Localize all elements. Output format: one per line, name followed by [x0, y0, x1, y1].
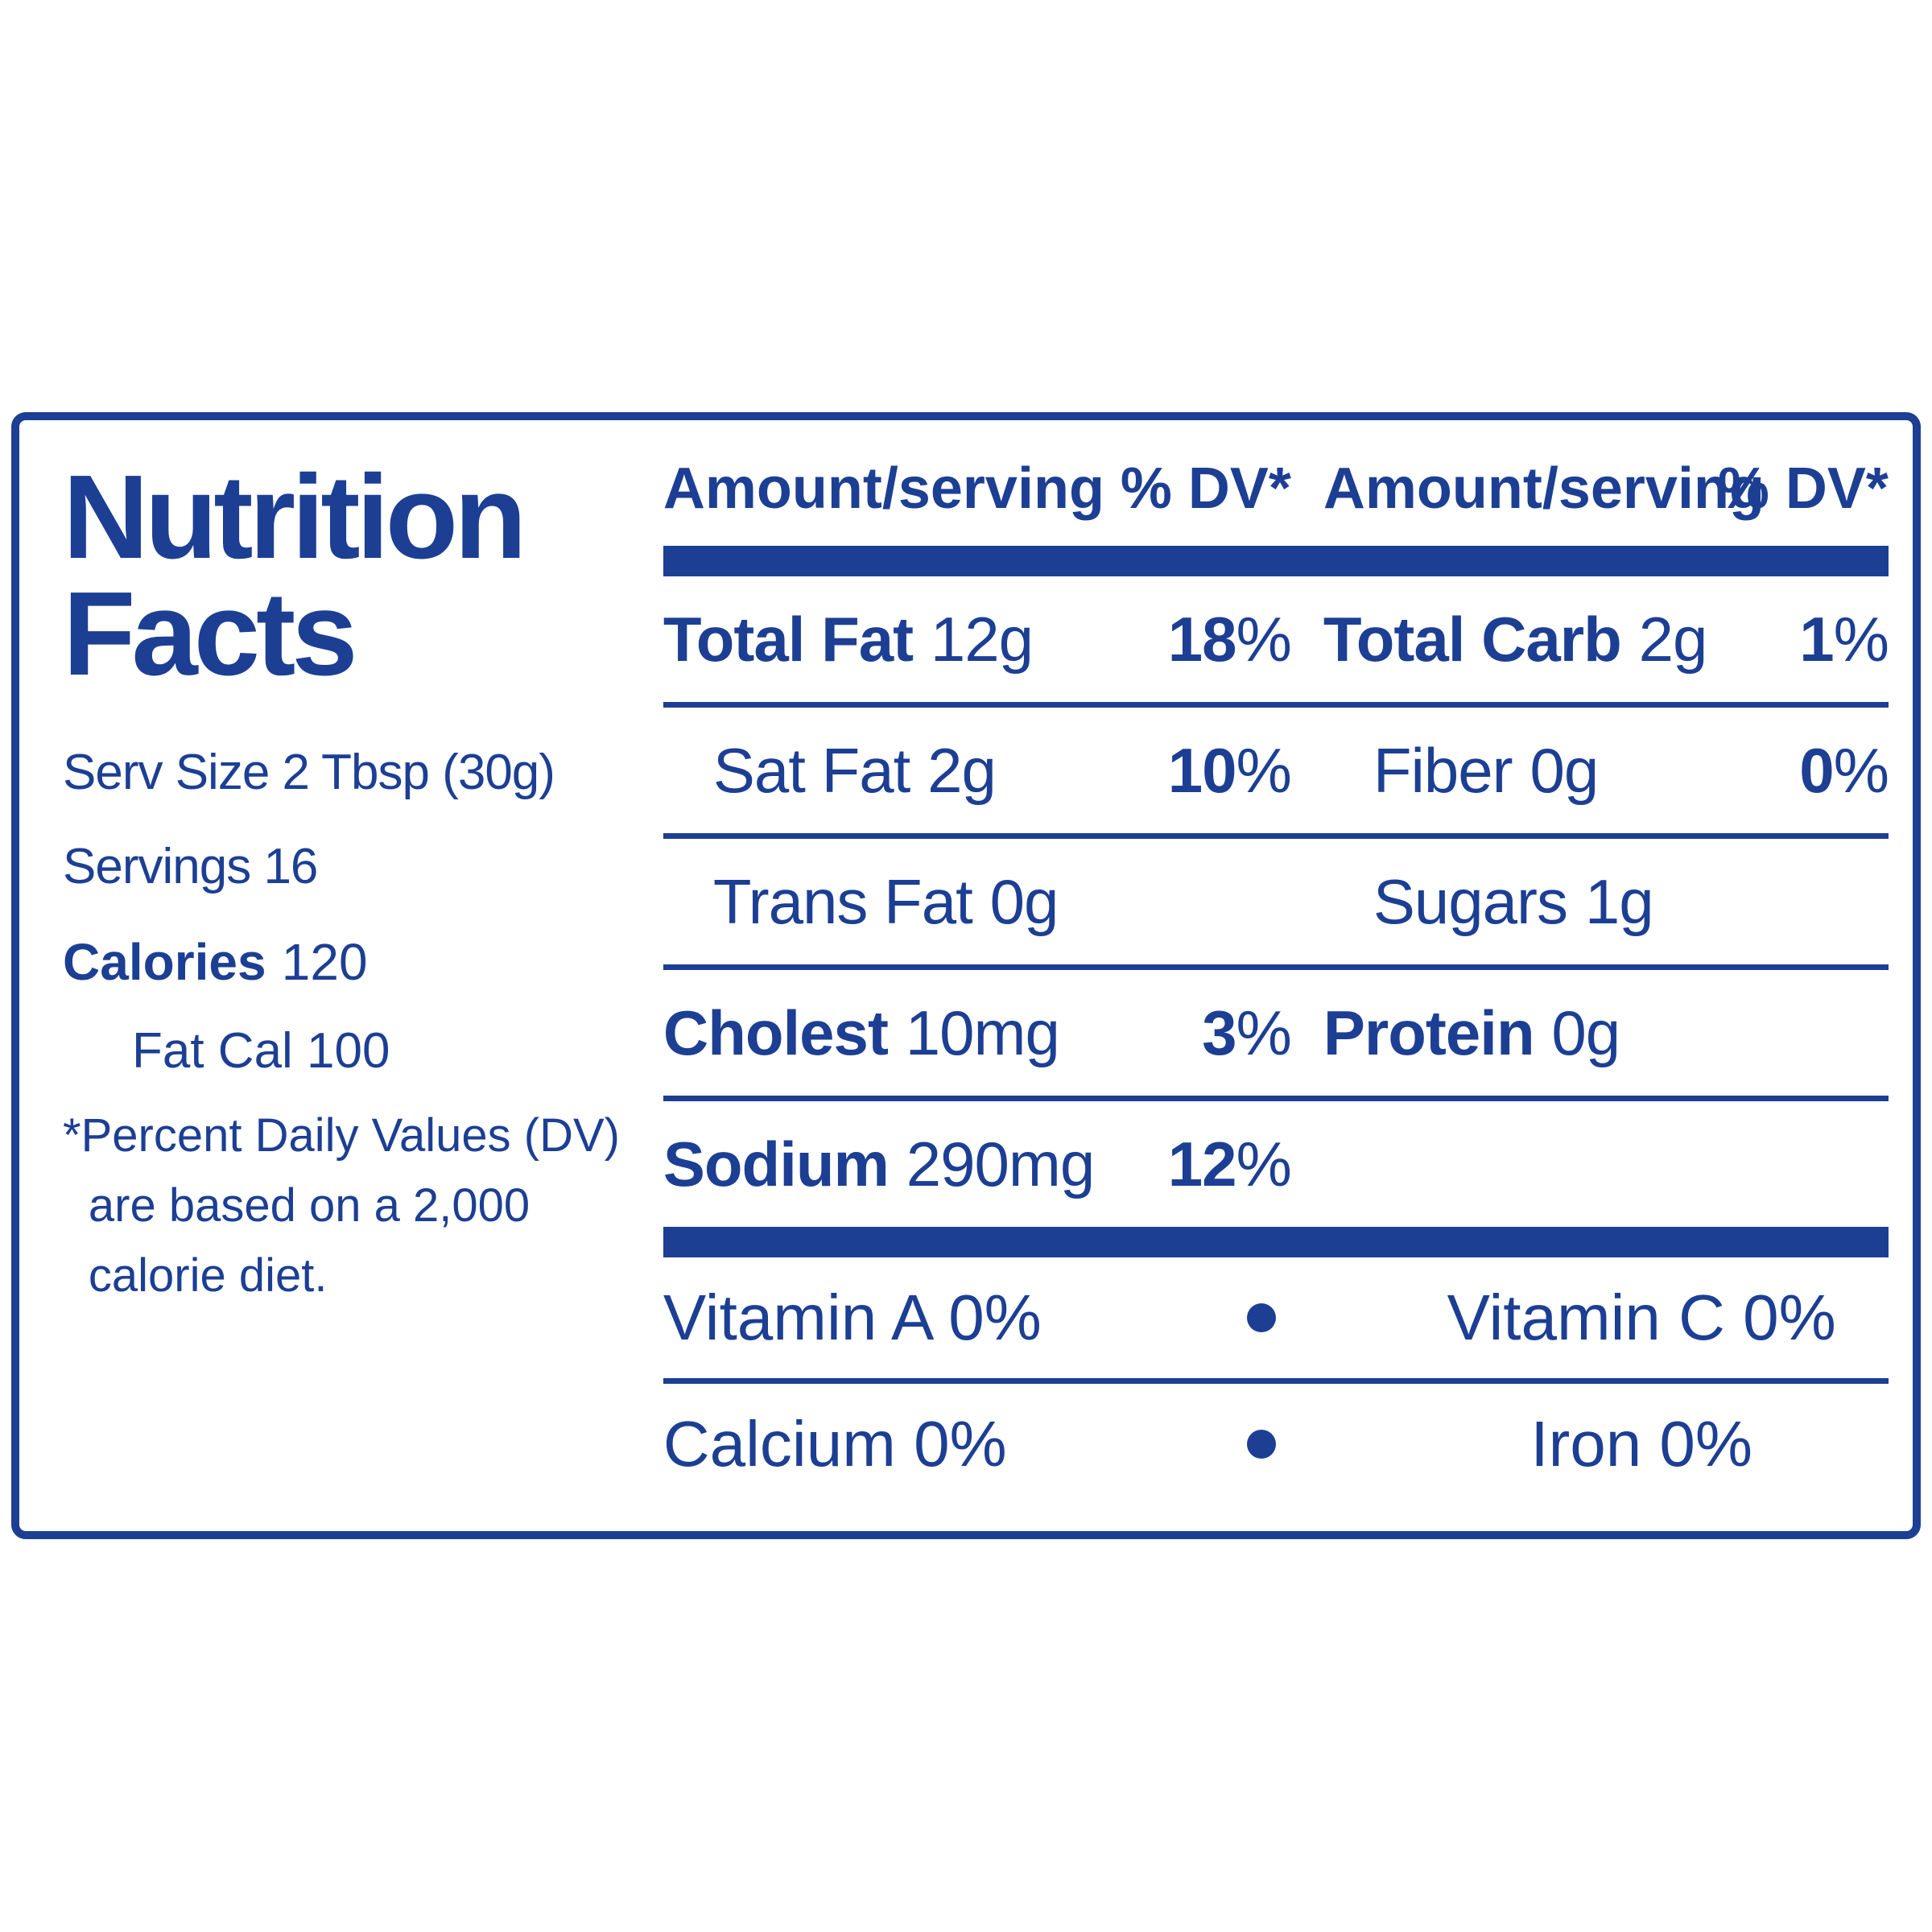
title-line-1: Nutrition — [63, 451, 526, 584]
iron: Iron 0% — [1530, 1408, 1753, 1480]
total-carb-value: 2g — [1638, 603, 1708, 675]
protein-cell: Protein 0g — [1291, 997, 1718, 1070]
sat-fat-cell: Sat Fat 2g — [663, 734, 1114, 807]
total-fat-cell: Total Fat 12g — [663, 603, 1114, 676]
trans-fat-cell: Trans Fat 0g — [663, 865, 1114, 939]
panel-title: Nutrition Facts — [63, 451, 628, 701]
divider-line — [663, 1378, 1889, 1384]
trans-fat-value: 0g — [989, 865, 1059, 937]
row-total-fat-total-carb: Total Fat 12g 18% Total Carb 2g 1% — [663, 576, 1889, 702]
sugars-cell: Sugars 1g — [1291, 865, 1718, 939]
vitamin-c: Vitamin C 0% — [1447, 1282, 1836, 1353]
header-amount-left: Amount/serving — [663, 456, 1104, 521]
cholesterol-cell: Cholest 10mg — [663, 997, 1114, 1070]
calories-value: 120 — [281, 933, 368, 992]
sat-fat-name: Sat Fat — [712, 734, 910, 806]
divider-line — [663, 702, 1889, 708]
divider-line — [663, 964, 1889, 970]
row-vitamin-a-c: Vitamin A 0% Vitamin C 0% — [663, 1257, 1889, 1378]
total-carb-cell: Total Carb 2g — [1291, 603, 1718, 676]
row-sodium: Sodium 290mg 12% — [663, 1101, 1889, 1227]
sugars-name: Sugars — [1373, 865, 1568, 937]
divider-line — [663, 833, 1889, 839]
cholesterol-dv: 3% — [1202, 997, 1292, 1068]
header-dv-left: % DV* — [1120, 456, 1291, 521]
fiber-dv: 0% — [1799, 734, 1889, 806]
title-line-2: Facts — [63, 568, 358, 701]
sodium-value: 290mg — [906, 1128, 1095, 1199]
bullet-icon — [1247, 1430, 1277, 1459]
vitamin-a: Vitamin A 0% — [663, 1282, 1042, 1353]
trans-fat-name: Trans Fat — [712, 865, 973, 937]
cholesterol-value: 10mg — [905, 997, 1060, 1068]
calories-line: Calories 120 — [63, 932, 628, 992]
divider-line — [663, 1096, 1889, 1101]
serving-info-column: Nutrition Facts Serv Size 2 Tbsp (30g) S… — [19, 420, 636, 1531]
servings-per-container: Servings 16 — [63, 839, 318, 895]
header-dv-right: % DV* — [1717, 456, 1889, 521]
nutrition-facts-panel: Nutrition Facts Serv Size 2 Tbsp (30g) S… — [11, 412, 1921, 1539]
row-trans-fat-sugars: Trans Fat 0g Sugars 1g — [663, 839, 1889, 964]
serving-size: Serv Size 2 Tbsp (30g) — [63, 745, 555, 801]
calories-label: Calories — [63, 933, 266, 992]
divider-bar-bottom — [663, 1227, 1889, 1257]
header-amount-right: Amount/serving — [1323, 456, 1765, 521]
cholesterol-name: Cholest — [663, 997, 889, 1068]
divider-bar-top — [663, 546, 1889, 576]
total-fat-name: Total Fat — [663, 603, 914, 675]
total-carb-name: Total Carb — [1323, 603, 1622, 675]
fiber-cell: Fiber 0g — [1291, 734, 1718, 807]
sugars-value: 1g — [1584, 865, 1654, 937]
row-calcium-iron: Calcium 0% Iron 0% — [663, 1384, 1889, 1505]
sodium-name: Sodium — [663, 1128, 890, 1199]
protein-name: Protein — [1323, 997, 1535, 1068]
fiber-value: 0g — [1530, 734, 1599, 806]
sodium-cell: Sodium 290mg — [663, 1128, 1114, 1201]
total-carb-dv: 1% — [1799, 603, 1889, 675]
daily-value-footnote: *Percent Daily Values (DV) are based on … — [63, 1109, 620, 1302]
sat-fat-value: 2g — [927, 734, 997, 806]
row-sat-fat-fiber: Sat Fat 2g 10% Fiber 0g 0% — [663, 708, 1889, 833]
total-fat-dv: 18% — [1167, 603, 1292, 675]
sat-fat-dv: 10% — [1167, 734, 1292, 806]
fat-calories: Fat Cal 100 — [132, 1023, 390, 1080]
sodium-dv: 12% — [1167, 1128, 1292, 1199]
table-header: Amount/serving % DV* Amount/serving % DV… — [663, 456, 1889, 546]
calcium: Calcium 0% — [663, 1408, 1007, 1480]
row-cholesterol-protein: Cholest 10mg 3% Protein 0g — [663, 970, 1889, 1096]
total-fat-value: 12g — [930, 603, 1034, 675]
nutrient-table: Amount/serving % DV* Amount/serving % DV… — [636, 420, 1921, 1531]
bullet-icon — [1247, 1303, 1277, 1332]
protein-value: 0g — [1551, 997, 1620, 1068]
fiber-name: Fiber — [1373, 734, 1513, 806]
